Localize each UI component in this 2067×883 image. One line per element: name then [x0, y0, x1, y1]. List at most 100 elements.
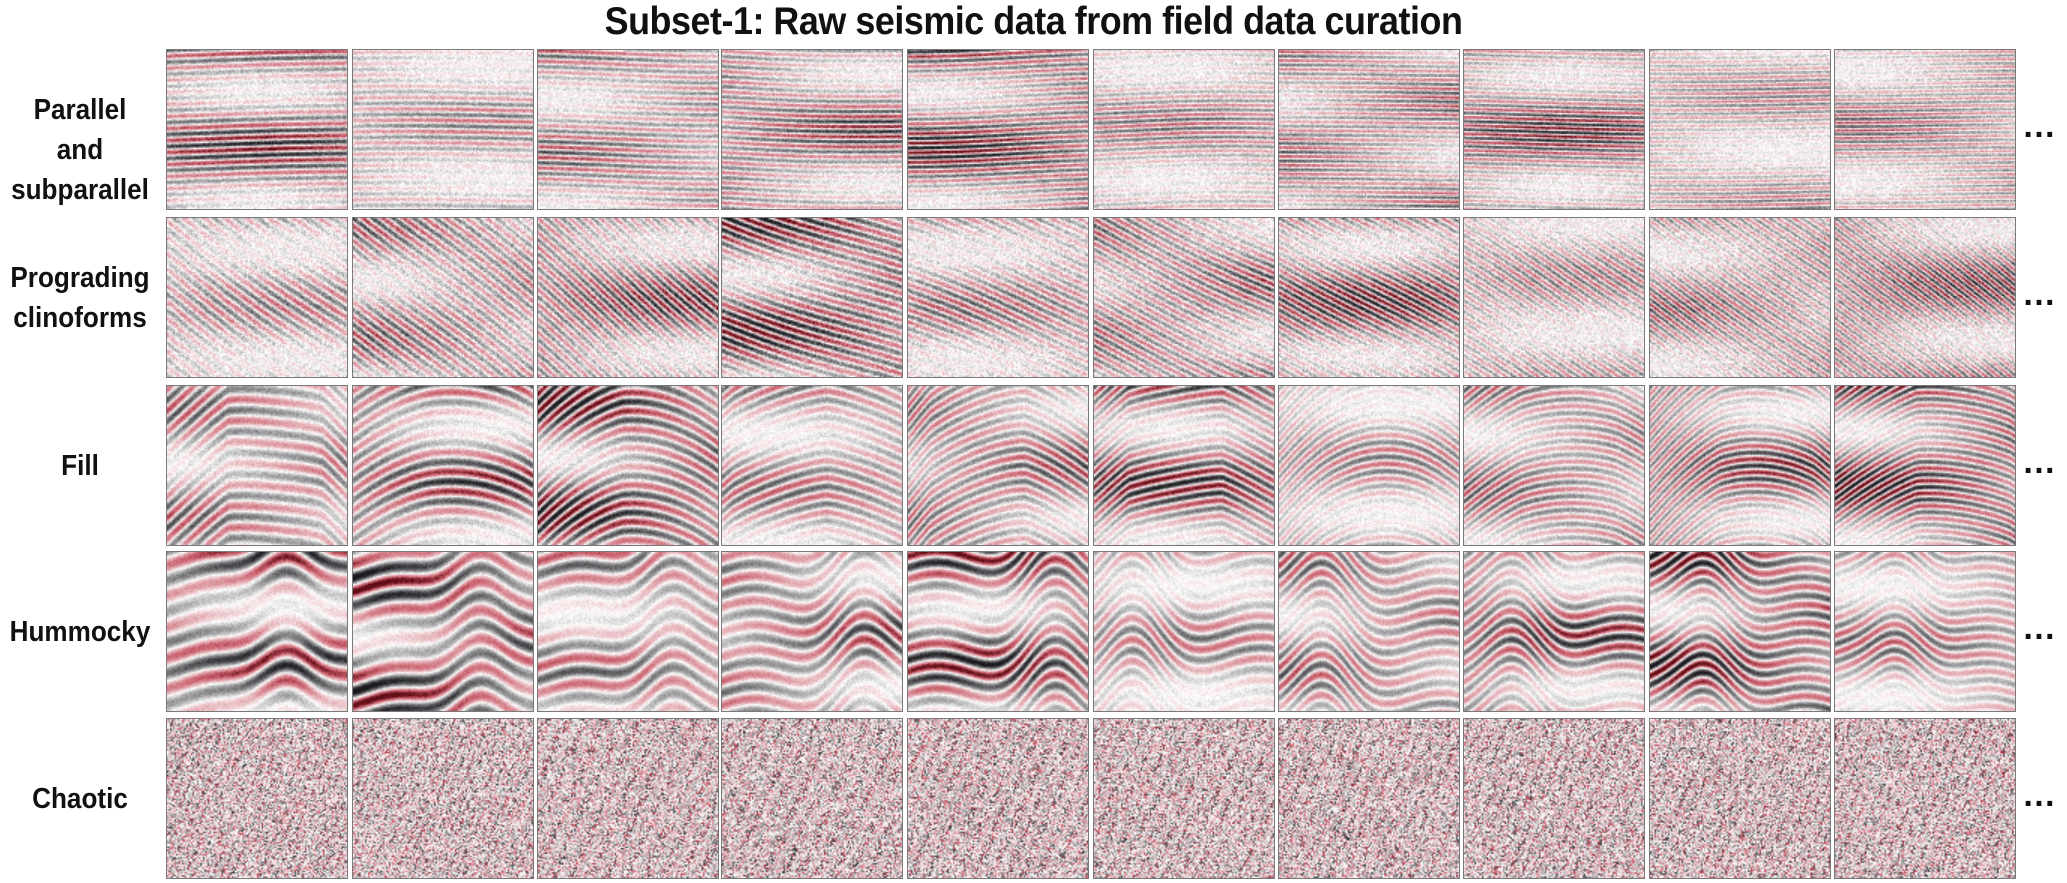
seismic-panel [1278, 551, 1460, 712]
seismic-panel [537, 551, 719, 712]
seismic-panel [1093, 217, 1275, 378]
seismic-panel [537, 217, 719, 378]
seismic-panel [1278, 718, 1460, 879]
seismic-panel [537, 385, 719, 546]
seismic-panel [352, 551, 534, 712]
seismic-image [538, 386, 718, 545]
seismic-panel [166, 718, 348, 879]
row-label-fill: Fill [8, 446, 152, 486]
row-label-line: clinoforms [13, 301, 147, 334]
seismic-image [1650, 552, 1830, 711]
seismic-panel [352, 49, 534, 210]
seismic-panel [352, 718, 534, 879]
seismic-image [353, 386, 533, 545]
seismic-image [353, 719, 533, 878]
seismic-panel [1649, 718, 1831, 879]
seismic-image [1279, 218, 1459, 377]
seismic-image [1835, 386, 2015, 545]
row-label-line: Prograding [10, 261, 150, 294]
seismic-image [1094, 386, 1274, 545]
seismic-panel [537, 718, 719, 879]
seismic-image [722, 552, 902, 711]
seismic-image [722, 218, 902, 377]
seismic-panel [907, 49, 1089, 210]
seismic-panel [166, 217, 348, 378]
seismic-panel [1463, 385, 1645, 546]
row-label-hummocky: Hummocky [8, 612, 152, 652]
seismic-panel [1278, 217, 1460, 378]
seismic-image [538, 50, 718, 209]
seismic-panel [1463, 217, 1645, 378]
row-label-parallel: Parallel and subparallel [8, 90, 152, 210]
seismic-panel [1649, 385, 1831, 546]
row-label-chaotic: Chaotic [8, 779, 152, 819]
seismic-image [722, 719, 902, 878]
seismic-panel [1834, 49, 2016, 210]
seismic-panel [166, 551, 348, 712]
seismic-image [167, 386, 347, 545]
seismic-panel [1278, 385, 1460, 546]
seismic-panel [1649, 217, 1831, 378]
seismic-panel [721, 49, 903, 210]
seismic-panel [1463, 49, 1645, 210]
row-continuation-ellipsis: … [2022, 775, 2057, 814]
seismic-image [538, 552, 718, 711]
seismic-image [1650, 719, 1830, 878]
seismic-panel [1278, 49, 1460, 210]
seismic-panel [1834, 217, 2016, 378]
seismic-panel [1834, 718, 2016, 879]
seismic-panel [1649, 551, 1831, 712]
seismic-image [167, 218, 347, 377]
seismic-panel [1463, 718, 1645, 879]
seismic-panel [907, 718, 1089, 879]
seismic-image [1094, 719, 1274, 878]
seismic-panel [166, 385, 348, 546]
row-label-line: Chaotic [32, 782, 128, 815]
seismic-image [908, 552, 1088, 711]
seismic-panel [1463, 551, 1645, 712]
seismic-panel [1649, 49, 1831, 210]
seismic-panel [1093, 551, 1275, 712]
seismic-image [908, 218, 1088, 377]
seismic-panel [1834, 551, 2016, 712]
seismic-image [1279, 719, 1459, 878]
row-label-line: Hummocky [9, 615, 151, 648]
row-continuation-ellipsis: … [2022, 106, 2057, 145]
seismic-image [353, 218, 533, 377]
seismic-image [1279, 552, 1459, 711]
seismic-image [1835, 218, 2015, 377]
row-continuation-ellipsis: … [2022, 442, 2057, 481]
seismic-image [1650, 50, 1830, 209]
seismic-panel [1093, 385, 1275, 546]
seismic-image [167, 552, 347, 711]
seismic-image [722, 386, 902, 545]
seismic-image [538, 719, 718, 878]
seismic-image [1464, 719, 1644, 878]
seismic-image [908, 386, 1088, 545]
seismic-image [1279, 50, 1459, 209]
seismic-image [1464, 218, 1644, 377]
seismic-image [1279, 386, 1459, 545]
seismic-panel [166, 49, 348, 210]
seismic-image [167, 50, 347, 209]
seismic-image [353, 552, 533, 711]
seismic-panel [1093, 718, 1275, 879]
seismic-image [1835, 552, 2015, 711]
seismic-image [1650, 386, 1830, 545]
seismic-panel [721, 217, 903, 378]
seismic-panel [721, 718, 903, 879]
seismic-panel [352, 385, 534, 546]
seismic-image [538, 218, 718, 377]
seismic-image [1094, 50, 1274, 209]
seismic-panel [907, 551, 1089, 712]
seismic-panel [721, 551, 903, 712]
seismic-image [1464, 386, 1644, 545]
seismic-panel [1834, 385, 2016, 546]
row-continuation-ellipsis: … [2022, 608, 2057, 647]
seismic-image [1464, 552, 1644, 711]
seismic-image [908, 50, 1088, 209]
seismic-image [722, 50, 902, 209]
seismic-panel [537, 49, 719, 210]
seismic-image [1835, 719, 2015, 878]
seismic-panel [907, 217, 1089, 378]
